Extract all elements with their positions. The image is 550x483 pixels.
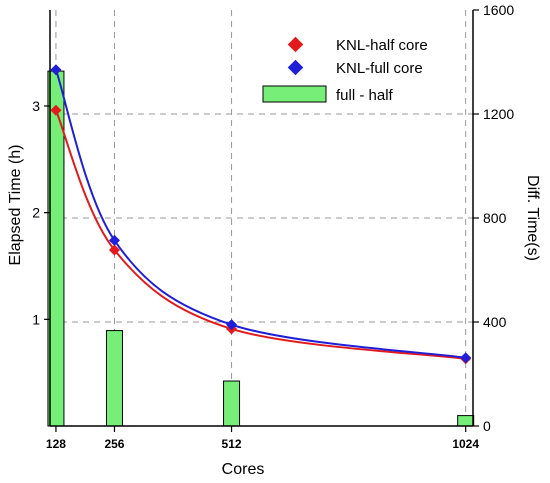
- series-line: [55, 109, 466, 360]
- data-point: [50, 64, 62, 76]
- legend-label-full-half: full - half: [336, 87, 394, 104]
- bar: [223, 380, 241, 427]
- data-point: [108, 244, 120, 256]
- lines: [54, 69, 466, 360]
- y2-tick-label: 1200: [483, 106, 514, 122]
- bar: [457, 415, 475, 427]
- legend-marker-knl-full: [287, 59, 304, 76]
- legend-label-knl-full: KNL-full core: [336, 60, 423, 77]
- x-tick-label: 1024: [452, 437, 479, 451]
- legend: KNL-half core KNL-full core full - half: [262, 36, 428, 104]
- legend-label-knl-half: KNL-half core: [336, 37, 428, 54]
- y-tick-label: 1: [32, 311, 40, 327]
- x-tick-label: 128: [46, 437, 66, 451]
- legend-marker-knl-half: [287, 36, 304, 53]
- y-axis-title: Elapsed Time (h): [7, 145, 24, 266]
- x-tick-label: 512: [222, 437, 242, 451]
- series-line: [54, 69, 466, 359]
- data-point: [226, 319, 238, 331]
- y2-tick-label: 800: [483, 210, 507, 226]
- y2-tick-label: 0: [483, 418, 491, 434]
- markers: [50, 64, 472, 365]
- bars: [47, 70, 475, 427]
- x-tick-label: 256: [104, 437, 124, 451]
- y2-tick-label: 1600: [483, 2, 514, 18]
- data-point: [108, 234, 120, 246]
- data-point: [50, 104, 62, 116]
- data-point: [460, 352, 472, 364]
- y-tick-label: 3: [32, 98, 40, 114]
- axes: 1 2 3 0 400 800 1200 1600 128 256 512 1024: [32, 2, 514, 451]
- y-tick-label: 2: [32, 205, 40, 221]
- bar: [105, 330, 123, 427]
- y2-tick-label: 400: [483, 314, 507, 330]
- x-axis-title: Cores: [222, 461, 265, 478]
- y2-axis-title: Diff. Time(s): [524, 175, 541, 261]
- legend-swatch-full-half: [262, 85, 327, 103]
